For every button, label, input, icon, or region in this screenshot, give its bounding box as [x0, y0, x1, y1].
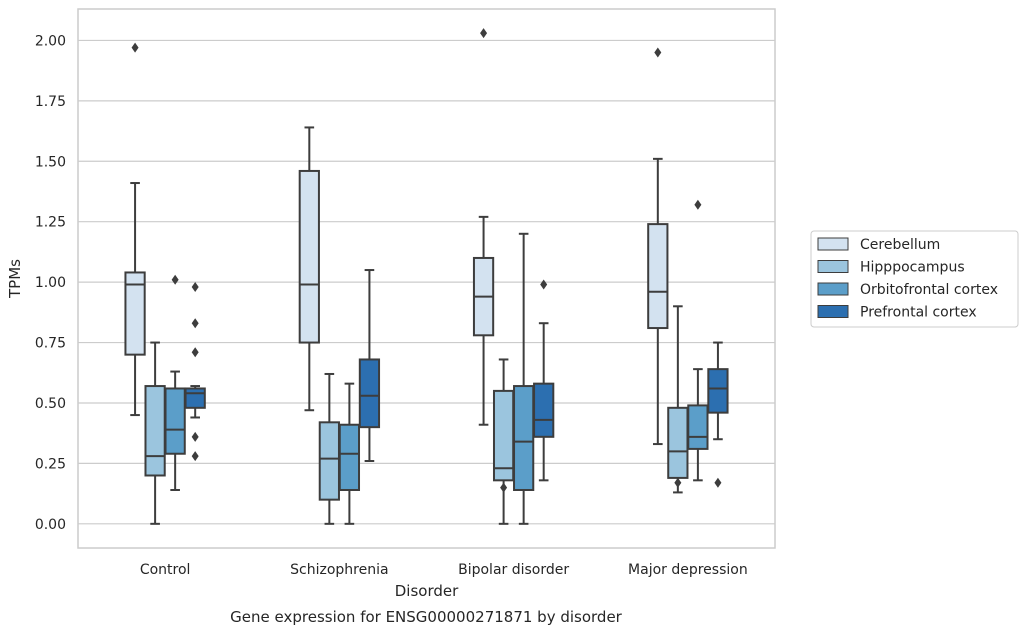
- box-iqr: [184, 387, 206, 409]
- box-plot-series: [124, 28, 729, 525]
- y-axis-label: TPMs: [6, 259, 24, 299]
- box-1-2: [492, 358, 515, 525]
- y-tick-label-8: 2.00: [35, 33, 66, 49]
- box-0-1: [298, 126, 320, 412]
- box-3-1: [358, 269, 381, 462]
- y-tick-label-5: 1.25: [35, 215, 66, 231]
- outlier-point-0: [714, 477, 722, 488]
- legend-label: Hipppocampus: [860, 260, 965, 276]
- outlier-point-4: [191, 451, 199, 462]
- legend-swatch: [817, 282, 849, 296]
- box-iqr: [318, 421, 340, 501]
- box-3-2: [533, 279, 555, 482]
- box-1-0: [144, 341, 166, 525]
- plot-frame: [77, 8, 776, 549]
- x-tick-label-1: Schizophrenia: [290, 562, 388, 578]
- box-iqr: [358, 358, 381, 429]
- legend-item-3: Prefrontal cortex: [817, 305, 977, 321]
- x-tick-labels: Control Schizophrenia Bipolar disorder Majo…: [140, 562, 748, 578]
- y-tick-labels: 0.00 0.25 0.50 0.75 1.00 1.25 1.50 1.75 2.00: [35, 33, 66, 532]
- box-1-3: [667, 305, 689, 494]
- box-1-1: [318, 372, 340, 525]
- legend-swatch: [817, 260, 849, 273]
- legend-label: Orbitofrontal cortex: [860, 282, 998, 298]
- box-iqr: [164, 387, 186, 455]
- outlier-point-0: [694, 199, 702, 210]
- y-tick-label-3: 0.75: [35, 336, 66, 352]
- box-2-3: [687, 199, 709, 482]
- legend-label: Cerebellum: [860, 237, 940, 253]
- box-iqr: [124, 271, 146, 356]
- box-0-0: [124, 42, 146, 417]
- chart-caption: Gene expression for ENSG00000271871 by d…: [230, 608, 623, 626]
- box-iqr: [338, 423, 361, 491]
- x-tick-label-0: Control: [140, 562, 191, 578]
- y-tick-label-1: 0.25: [35, 456, 66, 472]
- box-iqr: [707, 368, 729, 414]
- box-3-3: [707, 341, 729, 488]
- x-axis-label: Disorder: [395, 582, 459, 600]
- y-tick-label-6: 1.50: [35, 154, 66, 170]
- legend: Cerebellum Hipppocampus Orbitofrontal cort…: [810, 230, 1019, 328]
- box-iqr: [492, 389, 515, 482]
- legend-item-1: Hipppocampus: [817, 260, 965, 276]
- box-2-0: [164, 274, 186, 491]
- y-tick-label-7: 1.75: [35, 94, 66, 110]
- legend-item-0: Cerebellum: [817, 237, 940, 253]
- box-iqr: [687, 404, 709, 450]
- outlier-point-0: [674, 477, 682, 488]
- legend-swatch: [817, 305, 849, 318]
- box-2-1: [338, 382, 361, 525]
- outlier-point-0: [500, 482, 508, 493]
- y-tick-label-2: 0.50: [35, 396, 66, 412]
- box-iqr: [667, 406, 689, 479]
- y-tick-label-4: 1.00: [35, 275, 66, 291]
- x-tick-label-2: Bipolar disorder: [458, 562, 569, 578]
- box-3-0: [184, 281, 206, 462]
- legend-swatch: [817, 237, 849, 251]
- box-iqr: [144, 385, 166, 477]
- outlier-point-3: [191, 431, 199, 442]
- outlier-point-1: [191, 318, 199, 329]
- box-iqr: [647, 223, 669, 330]
- box-0-3: [647, 47, 669, 446]
- box-0-2: [472, 28, 495, 426]
- x-tick-label-3: Major depression: [628, 562, 748, 578]
- box-iqr: [298, 169, 320, 344]
- outlier-point-0: [191, 281, 199, 292]
- box-iqr: [533, 382, 555, 438]
- box-iqr: [513, 385, 535, 491]
- outlier-point-0: [654, 47, 662, 58]
- outlier-point-0: [480, 28, 488, 39]
- legend-item-2: Orbitofrontal cortex: [817, 282, 998, 298]
- outlier-point-2: [191, 347, 199, 358]
- y-tick-label-0: 0.00: [35, 517, 66, 533]
- legend-frame: [810, 230, 1019, 328]
- outlier-point-0: [171, 274, 179, 285]
- legend-label: Prefrontal cortex: [860, 305, 977, 321]
- outlier-point-0: [131, 42, 139, 53]
- outlier-point-0: [540, 279, 548, 290]
- box-2-2: [513, 232, 535, 525]
